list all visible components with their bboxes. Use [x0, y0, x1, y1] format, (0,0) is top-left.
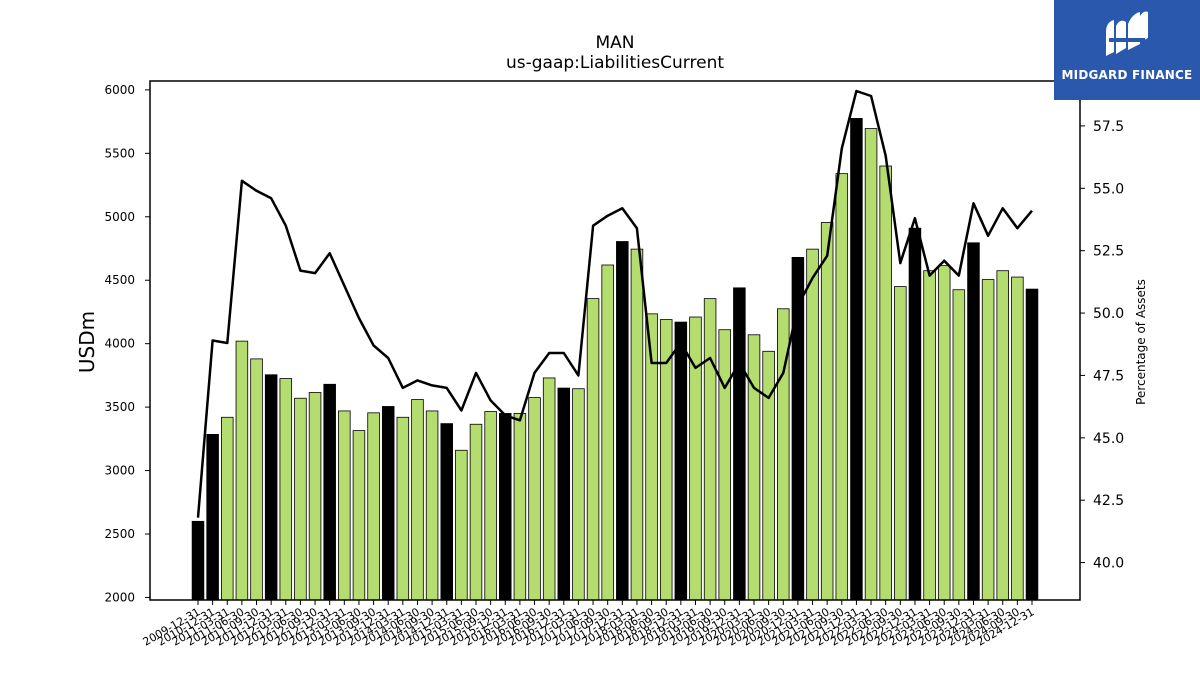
- bar: [747, 334, 761, 601]
- bar: [1025, 288, 1039, 601]
- y-tick-label: 5500: [104, 146, 135, 160]
- bar: [894, 286, 907, 601]
- bar: [352, 430, 366, 601]
- bar: [440, 423, 453, 601]
- bar: [1011, 276, 1024, 601]
- midgard-logo-icon: [1106, 11, 1148, 56]
- y2-axis-label: Percentage of Assets: [1134, 279, 1148, 405]
- bar: [484, 411, 497, 601]
- y2-tick-label: 42.5: [1093, 493, 1124, 509]
- y2-tick-label: 57.5: [1093, 119, 1124, 135]
- bar: [630, 248, 644, 601]
- plot-frame: [149, 80, 1081, 601]
- bar: [250, 358, 263, 601]
- bar: [996, 270, 1009, 601]
- bar: [264, 374, 278, 601]
- bar: [718, 329, 731, 601]
- bar: [586, 298, 600, 601]
- y2-tick-label: 55.0: [1093, 181, 1124, 197]
- bar: [294, 397, 307, 601]
- bar: [952, 289, 966, 601]
- bar: [806, 248, 819, 601]
- bar: [528, 397, 541, 601]
- bar: [703, 298, 717, 601]
- brand-name: MIDGARD FINANCE: [1061, 68, 1193, 82]
- y-tick-label: 3000: [104, 464, 135, 478]
- bar: [367, 412, 380, 601]
- y-tick-label: 4000: [104, 337, 135, 351]
- bar: [835, 173, 849, 601]
- chart-title: MAN: [595, 33, 634, 53]
- y-tick-label: 6000: [104, 83, 135, 97]
- y-tick-label: 2000: [104, 590, 135, 604]
- percent-line: [196, 89, 1033, 518]
- y2-tick-label: 50.0: [1093, 306, 1124, 322]
- percent-line-series: [196, 89, 1033, 518]
- bar: [411, 399, 424, 601]
- bar: [513, 413, 527, 601]
- bar: [923, 270, 936, 601]
- y-axis-label: USDm: [75, 311, 99, 373]
- y2-tick-label: 40.0: [1093, 556, 1124, 572]
- bar: [820, 222, 834, 601]
- bar: [206, 434, 219, 601]
- bar: [323, 383, 336, 601]
- y-tick-label: 4500: [104, 273, 135, 287]
- bar: [908, 227, 922, 601]
- y-tick-label: 5000: [104, 210, 135, 224]
- left-y-axis: 2000 2500 3000 3500 4000 4500 5000 5500 6000: [104, 83, 150, 604]
- bar: [967, 242, 980, 601]
- bar: [674, 321, 688, 601]
- y-tick-label: 2500: [104, 527, 135, 541]
- bar: [879, 165, 892, 601]
- bar: [542, 377, 556, 601]
- bar: [425, 410, 439, 601]
- bar: [338, 410, 351, 601]
- y-tick-label: 3500: [104, 400, 135, 414]
- bar: [279, 378, 293, 601]
- y2-tick-label: 47.5: [1093, 368, 1124, 384]
- y2-tick-label: 52.5: [1093, 244, 1124, 260]
- bar: [469, 423, 483, 601]
- bar: [850, 118, 863, 601]
- y2-tick-label: 45.0: [1093, 431, 1124, 447]
- bar: [557, 387, 571, 601]
- bar: [937, 265, 951, 601]
- brand-logo: MIDGARD FINANCE: [1054, 0, 1200, 100]
- bar: [381, 406, 395, 601]
- bar: [616, 241, 629, 601]
- bar: [191, 520, 205, 601]
- bar: [308, 392, 322, 601]
- right-y-axis: 40.0 42.5 45.0 47.5 50.0 52.5 55.0 57.5: [1080, 119, 1124, 572]
- bar: [396, 416, 410, 601]
- bar: [572, 388, 585, 601]
- bar: [499, 413, 512, 601]
- bar: [235, 340, 249, 601]
- bar: [601, 264, 614, 601]
- bar: [221, 416, 234, 601]
- chart-subtitle: us-gaap:LiabilitiesCurrent: [506, 53, 724, 73]
- bar: [981, 279, 995, 601]
- bar: [455, 449, 468, 601]
- bar: [864, 128, 878, 601]
- x-axis: 2009-12-312010-12-312011-03-312011-06-30…: [141, 600, 1037, 649]
- bar: [733, 287, 746, 601]
- bar-series: [191, 118, 1039, 601]
